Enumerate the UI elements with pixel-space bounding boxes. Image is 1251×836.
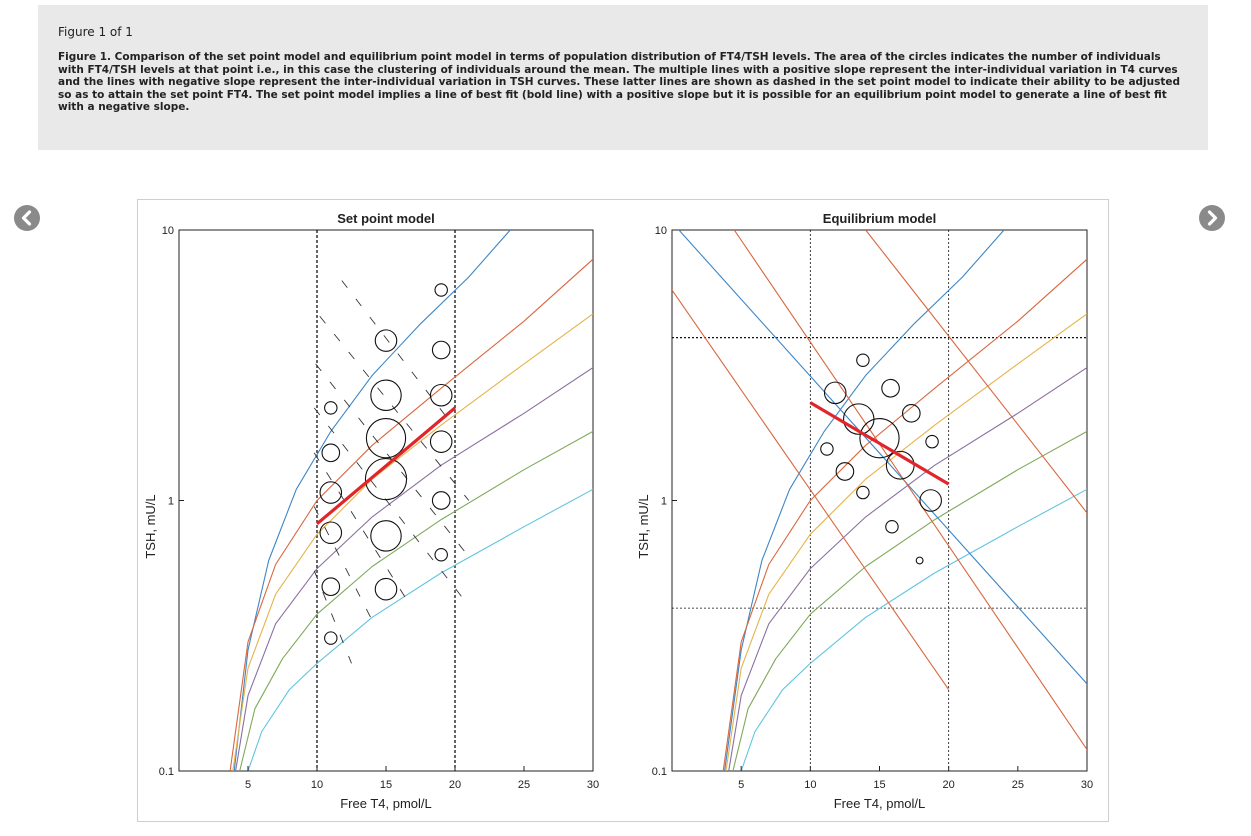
data-point xyxy=(374,577,398,601)
y-axis-label: TSH, mU/L xyxy=(636,494,651,558)
data-point xyxy=(881,378,900,398)
figure-image: 5 10 15 20 25 30 0.1 1 10 Set point model Free T4,… xyxy=(137,199,1109,822)
t4-curve xyxy=(239,430,593,771)
t4-curve xyxy=(722,258,1087,771)
data-point xyxy=(319,481,343,504)
t4-curve xyxy=(235,367,593,771)
tsh-dashed-line xyxy=(313,407,463,598)
chevron-left-icon xyxy=(21,210,32,226)
tsh-dashed-line xyxy=(313,570,352,664)
x-tick-label: 15 xyxy=(873,779,885,791)
tsh-curve xyxy=(678,230,1087,685)
t4-curve xyxy=(728,367,1087,771)
t4-curve xyxy=(725,313,1087,771)
y-tick-label: 1 xyxy=(661,496,667,508)
t4-curve xyxy=(247,488,593,771)
data-point xyxy=(820,442,834,456)
data-point xyxy=(429,383,453,407)
x-axis-label: Free T4, pmol/L xyxy=(834,796,926,811)
t4-curve xyxy=(233,230,511,771)
data-point xyxy=(324,401,338,415)
chevron-right-icon xyxy=(1207,210,1218,226)
data-point xyxy=(434,548,448,562)
data-point xyxy=(434,283,448,297)
data-point xyxy=(374,329,398,352)
figure-counter: Figure 1 of 1 xyxy=(58,25,133,39)
x-tick-label: 20 xyxy=(943,779,955,791)
chart-2: 5 10 15 20 25 30 0.1 1 10 Equilibrium model Free T… xyxy=(636,211,1093,811)
x-tick-label: 25 xyxy=(518,779,530,791)
x-tick-label: 15 xyxy=(380,779,392,791)
t4-curve xyxy=(740,488,1087,771)
x-tick-label: 30 xyxy=(1081,779,1093,791)
chart-title: Set point model xyxy=(337,211,435,226)
data-point xyxy=(901,404,921,423)
t4-curve xyxy=(724,230,1005,771)
t4-curve xyxy=(732,430,1087,771)
data-point xyxy=(370,379,402,411)
data-point xyxy=(431,491,451,510)
y-tick-label: 0.1 xyxy=(652,766,667,778)
x-tick-label: 10 xyxy=(311,779,323,791)
y-tick-label: 10 xyxy=(655,225,667,237)
x-tick-label: 5 xyxy=(245,779,251,791)
data-point xyxy=(321,577,341,597)
data-point xyxy=(324,631,338,645)
best-fit-line xyxy=(315,406,457,526)
tsh-dashed-line xyxy=(313,452,408,600)
previous-figure-button[interactable] xyxy=(14,205,40,231)
data-point xyxy=(429,430,453,453)
data-point xyxy=(370,520,402,552)
y-tick-label: 1 xyxy=(168,496,174,508)
y-tick-label: 0.1 xyxy=(159,766,174,778)
x-tick-label: 20 xyxy=(449,779,461,791)
data-point xyxy=(925,434,939,449)
tsh-curve xyxy=(865,230,1087,514)
x-axis-label: Free T4, pmol/L xyxy=(340,796,432,811)
data-point xyxy=(364,457,408,501)
chart-title: Equilibrium model xyxy=(823,211,936,226)
data-point xyxy=(835,462,855,481)
y-tick-label: 10 xyxy=(162,225,174,237)
plot-area xyxy=(229,230,593,771)
chart-1: 5 10 15 20 25 30 0.1 1 10 Set point model Free T4,… xyxy=(143,211,599,811)
tsh-curve xyxy=(733,230,1087,750)
data-point xyxy=(856,485,870,500)
data-point xyxy=(885,519,899,534)
tsh-curve xyxy=(672,289,950,690)
best-fit-line xyxy=(809,401,950,486)
y-axis-label: TSH, mU/L xyxy=(143,494,158,558)
next-figure-button[interactable] xyxy=(1199,205,1225,231)
data-point xyxy=(859,418,900,459)
x-tick-label: 10 xyxy=(804,779,816,791)
t4-curve xyxy=(229,258,593,771)
data-point xyxy=(919,489,942,512)
data-point xyxy=(431,340,451,360)
data-point xyxy=(915,556,924,565)
data-point xyxy=(321,443,341,463)
figure-caption-box: Figure 1 of 1 Figure 1. Comparison of th… xyxy=(38,5,1208,150)
x-tick-label: 30 xyxy=(587,779,599,791)
data-point xyxy=(823,381,847,405)
figure-caption-text: Figure 1. Comparison of the set point mo… xyxy=(58,51,1181,113)
plot-area xyxy=(672,230,1087,771)
data-point xyxy=(365,418,407,459)
data-point xyxy=(856,353,870,367)
data-point xyxy=(319,521,343,545)
x-tick-label: 25 xyxy=(1012,779,1024,791)
x-tick-label: 5 xyxy=(738,779,744,791)
t4-curve xyxy=(232,313,593,771)
